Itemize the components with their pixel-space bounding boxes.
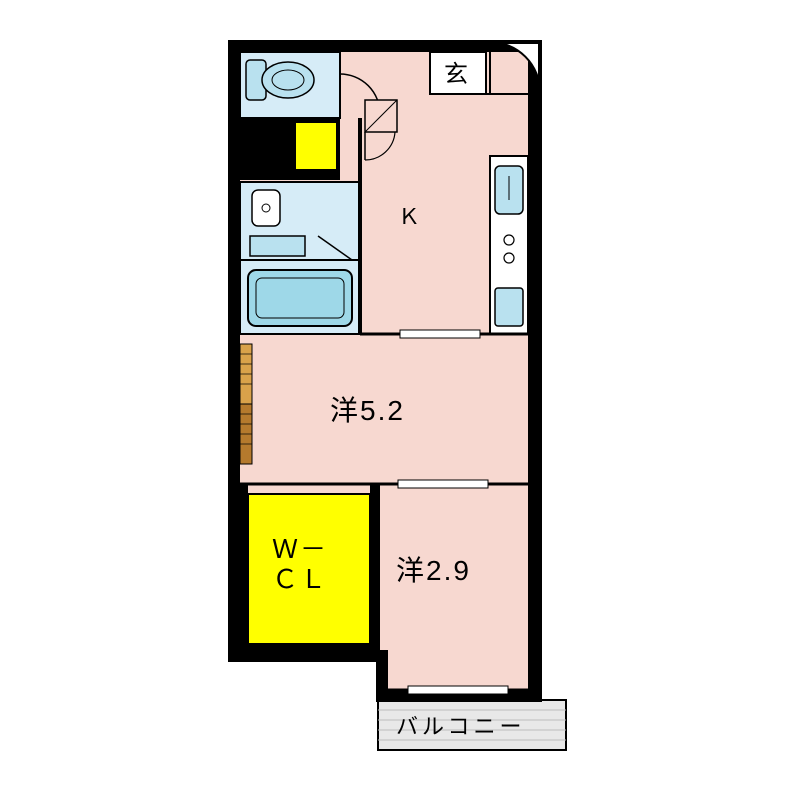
floor-plan: 玄 Ｋ 洋5.2 xyxy=(0,0,800,800)
entrance-label: 玄 xyxy=(444,61,468,88)
balcony-label: バルコニー xyxy=(396,714,526,739)
room2-label: 洋2.9 xyxy=(396,555,471,586)
wcl-label-1: Ｗ－ xyxy=(272,534,328,564)
vanity-icon xyxy=(250,236,305,256)
sliding-door-1 xyxy=(400,330,480,338)
counter-lower-icon xyxy=(495,288,523,326)
sliding-door-2 xyxy=(398,480,488,488)
toilet-icon xyxy=(246,60,314,100)
balcony-window xyxy=(408,686,508,694)
room1-label: 洋5.2 xyxy=(330,395,405,426)
wcl-label-2: ＣＬ xyxy=(272,564,328,594)
wood-door xyxy=(240,344,252,464)
wash-machine-icon xyxy=(252,190,280,226)
small-closet xyxy=(295,122,337,170)
wcl-right-wall xyxy=(370,484,380,650)
kitchen-label: Ｋ xyxy=(398,204,421,229)
